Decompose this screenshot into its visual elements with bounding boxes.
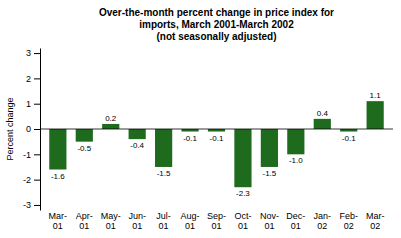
x-tick-label: Nov-01	[260, 211, 279, 231]
y-tick-mark	[34, 104, 40, 105]
x-tick-label: Mar-02	[366, 211, 385, 231]
x-tick: Jun-01	[128, 211, 146, 231]
data-label: -0.1	[183, 134, 197, 143]
bar	[129, 129, 146, 139]
data-label: -1.0	[289, 156, 303, 165]
x-tick-label: Aug-01	[181, 211, 200, 231]
data-label: -0.5	[77, 144, 91, 153]
data-label: 0.2	[105, 114, 117, 123]
data-label: -2.3	[236, 189, 250, 198]
y-tick: -3	[23, 200, 40, 210]
x-tick: Aug-01	[181, 211, 200, 231]
bar	[49, 129, 66, 170]
data-label: -1.6	[51, 172, 65, 181]
x-tick-label: Jul-01	[156, 211, 171, 231]
x-tick: Apr-01	[76, 211, 93, 231]
y-tick-label: 0	[26, 124, 31, 134]
bar	[367, 101, 384, 129]
bar	[314, 119, 331, 129]
bar	[261, 129, 278, 167]
data-label: 0.4	[317, 109, 329, 118]
bar	[155, 129, 172, 167]
y-axis: -3 -2 -1 0 1 2 3	[23, 48, 41, 210]
x-tick-label: Mar-01	[49, 211, 68, 231]
x-axis: Mar-01 Apr-01 May-01 Jun-01 Jul-01 Aug-01 Sep-…	[49, 211, 385, 231]
data-label: 1.1	[370, 91, 382, 100]
bar	[76, 129, 93, 142]
y-tick: 3	[26, 48, 40, 58]
x-tick: Jul-01	[156, 211, 171, 231]
data-label: -0.1	[210, 134, 224, 143]
x-tick-label: Feb-02	[339, 211, 358, 231]
x-tick-label: Apr-01	[76, 211, 93, 231]
chart: Over-the-month percent change in price i…	[0, 0, 401, 238]
y-tick: 0	[26, 124, 40, 134]
bar	[234, 129, 251, 187]
data-label: -1.5	[262, 169, 276, 178]
y-axis-title: Percent change	[5, 97, 15, 160]
title: Over-the-month percent change in price i…	[99, 7, 334, 42]
y-tick-label: -1	[23, 150, 31, 160]
y-tick-label: 3	[26, 48, 31, 58]
y-tick-mark	[34, 205, 40, 206]
y-tick-mark	[34, 129, 40, 130]
bars	[49, 101, 383, 187]
y-tick: 2	[26, 74, 40, 84]
x-tick-label: Jan-02	[314, 211, 332, 231]
x-tick-label: Jun-01	[128, 211, 146, 231]
x-tick-label: Oct-01	[234, 211, 251, 231]
data-label: -0.1	[342, 134, 356, 143]
y-axis-line	[40, 49, 41, 211]
plot: -3 -2 -1 0 1 2 3 Mar-01 Apr-01 May-01 Jun-01 Jul-01…	[23, 48, 393, 231]
y-tick-label: -2	[23, 175, 31, 185]
data-label: -1.5	[157, 169, 171, 178]
y-tick: 1	[26, 99, 40, 109]
y-tick-label: -3	[23, 200, 31, 210]
y-tick-mark	[34, 78, 40, 79]
y-tick-mark	[34, 180, 40, 181]
bar	[102, 124, 119, 129]
x-tick: May-01	[101, 211, 121, 231]
bar	[287, 129, 304, 154]
x-tick-label: Sep-01	[207, 211, 226, 231]
x-tick: Mar-01	[49, 211, 68, 231]
y-tick: -2	[23, 175, 40, 185]
x-tick: Oct-01	[234, 211, 251, 231]
x-tick-label: Dec-01	[286, 211, 305, 231]
y-tick-label: 2	[26, 74, 31, 84]
y-tick: -1	[23, 150, 40, 160]
y-tick-mark	[34, 154, 40, 155]
x-tick: Nov-01	[260, 211, 279, 231]
x-tick: Dec-01	[286, 211, 305, 231]
data-labels: -1.6 -0.5 0.2 -0.4 -1.5 -0.1 -0.1 -2.3 -1.5 -1.0 0…	[51, 91, 381, 198]
y-tick-label: 1	[26, 99, 31, 109]
x-tick: Sep-01	[207, 211, 226, 231]
x-tick-label: May-01	[101, 211, 121, 231]
zero-line	[40, 129, 393, 130]
data-label: -0.4	[130, 141, 144, 150]
y-tick-mark	[34, 53, 40, 54]
x-tick: Feb-02	[339, 211, 358, 231]
x-tick: Mar-02	[366, 211, 385, 231]
x-tick: Jan-02	[314, 211, 332, 231]
